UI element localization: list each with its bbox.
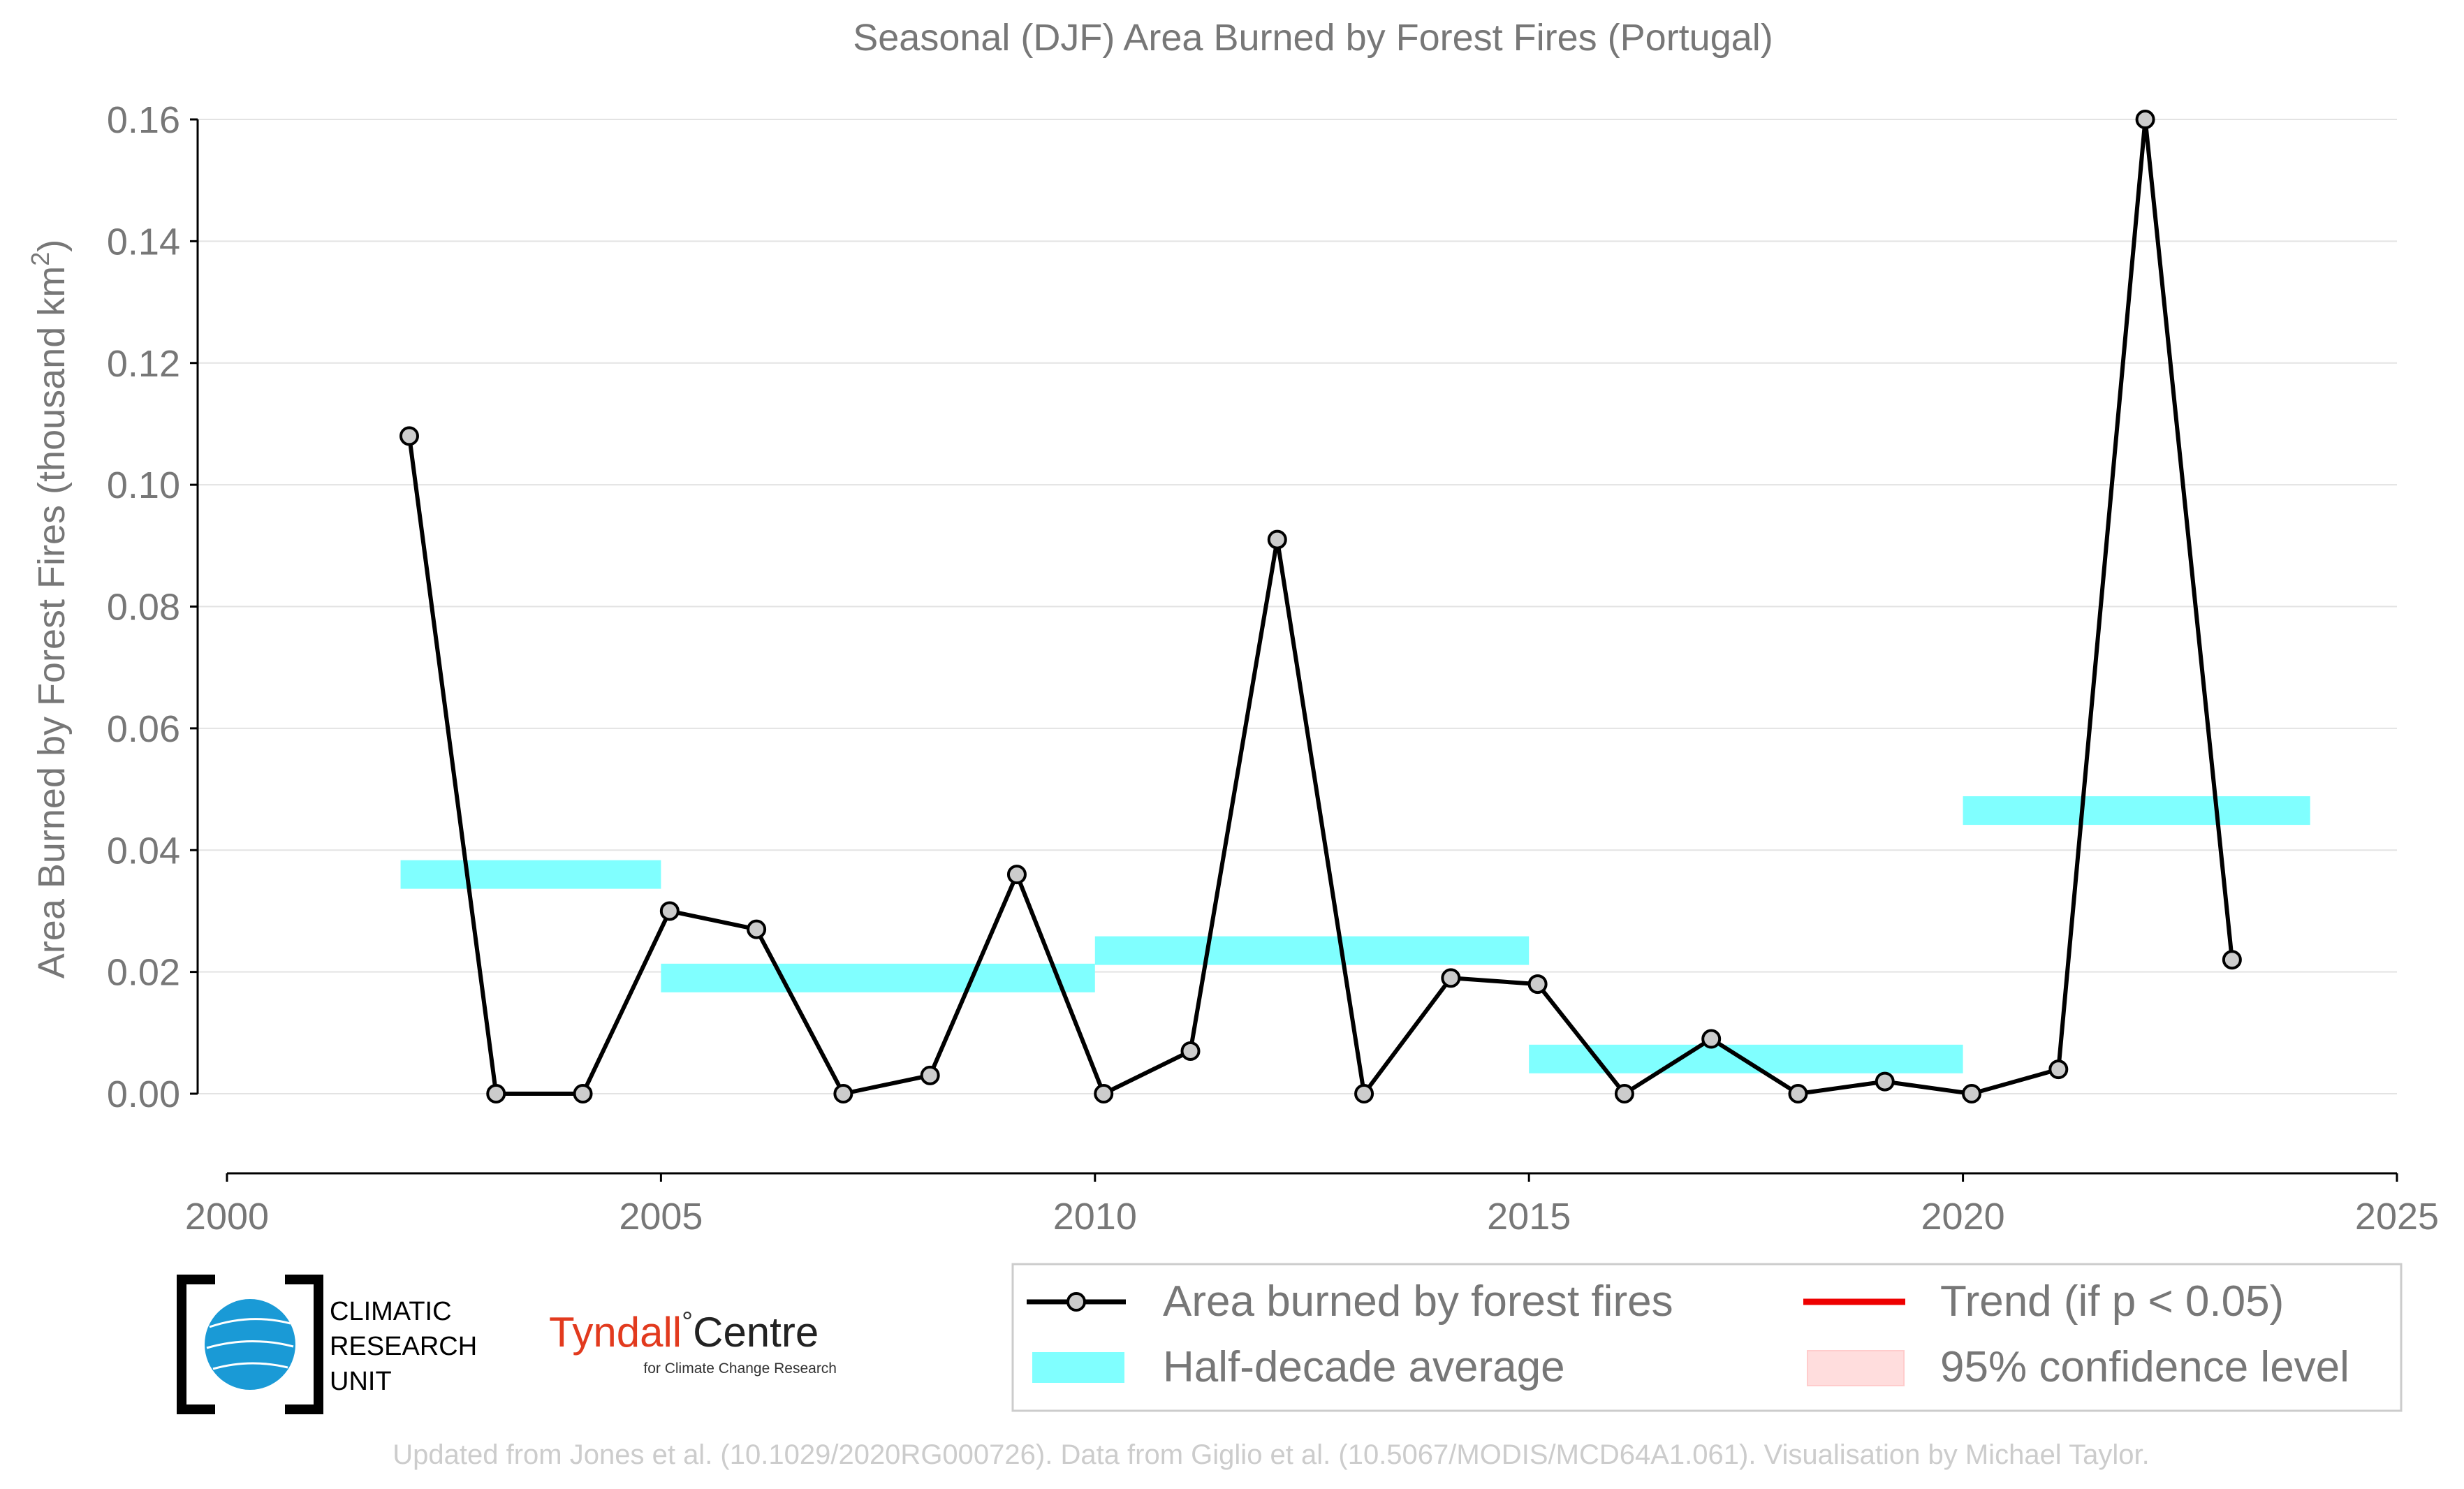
y-axis-label: Area Burned by Forest Fires (thousand km… (26, 240, 73, 978)
y-ticks: 0.00 0.02 0.04 0.06 0.08 0.10 0.12 0.14 0.16 (107, 99, 198, 1115)
y-tick-label: 0.00 (107, 1073, 180, 1115)
cru-bracket-right (285, 1275, 323, 1414)
data-point (1527, 974, 1548, 995)
data-point (1962, 1084, 1982, 1103)
series-line (407, 117, 2234, 1096)
data-point (833, 1084, 853, 1103)
data-point (486, 1084, 506, 1103)
data-point (2222, 950, 2242, 970)
y-tick-label: 0.10 (107, 464, 180, 506)
x-tick-label: 2025 (2355, 1196, 2439, 1238)
data-point (1788, 1084, 1808, 1103)
legend-avg-swatch (1032, 1352, 1124, 1383)
cru-line2: RESEARCH (330, 1332, 477, 1361)
half-decade-bar (1963, 796, 2310, 826)
legend-marker-swatch (1066, 1292, 1086, 1312)
tyndall-logo: Tyndall°Centre for Climate Change Resear… (549, 1307, 837, 1377)
legend-label-area-burned: Area burned by forest fires (1163, 1277, 1673, 1326)
data-point (1441, 968, 1461, 988)
tyndall-centre: Centre (693, 1309, 819, 1356)
x-tick-label: 2010 (1053, 1196, 1137, 1238)
y-tick-label: 0.06 (107, 708, 180, 750)
globe-lines (206, 1318, 294, 1370)
data-point (1614, 1084, 1634, 1103)
x-tick-label: 2020 (1921, 1196, 2005, 1238)
legend-label-half-decade: Half-decade average (1163, 1343, 1565, 1391)
y-tick-label: 0.08 (107, 587, 180, 629)
data-point (1354, 1084, 1374, 1103)
tyndall-wordmark: Tyndall°Centre (549, 1307, 819, 1356)
x-tick-label: 2005 (619, 1196, 703, 1238)
half-decade-average-bars (400, 796, 2310, 1073)
x-tick-label: 2015 (1487, 1196, 1571, 1238)
y-tick-label: 0.16 (107, 99, 180, 141)
data-point (1094, 1084, 1114, 1103)
data-point (1180, 1041, 1201, 1061)
tyndall-subtitle: for Climate Change Research (643, 1360, 837, 1377)
data-point (1875, 1071, 1895, 1092)
x-ticks: 2000 2005 2010 2015 2020 2025 (185, 1173, 2439, 1238)
data-point (1006, 865, 1027, 885)
chart-title: Seasonal (DJF) Area Burned by Forest Fir… (853, 17, 1773, 59)
y-tick-label: 0.12 (107, 343, 180, 385)
data-point (1267, 529, 1287, 550)
half-decade-bar (1094, 936, 1530, 965)
x-tick-label: 2000 (185, 1196, 269, 1238)
legend-label-trend: Trend (if p < 0.05) (1940, 1277, 2284, 1326)
legend-label-confidence: 95% confidence level (1940, 1343, 2349, 1391)
grid (198, 119, 2397, 1094)
data-point (399, 426, 419, 446)
cru-bracket-left (177, 1275, 215, 1414)
cru-line3: UNIT (330, 1367, 392, 1396)
data-point (1701, 1029, 1722, 1049)
data-point (920, 1065, 940, 1085)
y-axis-label-sup: 2 (26, 252, 54, 266)
data-point (2135, 110, 2155, 129)
legend: Area burned by forest fires Half-decade … (1011, 1263, 2403, 1412)
cru-line1: CLIMATIC (330, 1297, 452, 1326)
tyndall-name: Tyndall (549, 1309, 682, 1356)
legend-box (1011, 1263, 2403, 1412)
half-decade-bar (661, 963, 1095, 992)
y-axis-label-main: Area Burned by Forest Fires (thousand km (31, 266, 73, 978)
data-point (659, 901, 680, 921)
y-tick-label: 0.04 (107, 830, 180, 872)
cru-logo: CLIMATIC RESEARCH UNIT (177, 1275, 477, 1414)
footer-attribution: Updated from Jones et al. (10.1029/2020R… (393, 1439, 2149, 1470)
data-point (573, 1084, 593, 1103)
legend-confidence-swatch (1807, 1350, 1905, 1386)
y-tick-label: 0.02 (107, 952, 180, 994)
y-tick-label: 0.14 (107, 221, 180, 263)
y-axis-label-end: ) (31, 240, 73, 252)
half-decade-bar (400, 860, 661, 889)
series (399, 110, 2242, 1103)
data-point (747, 919, 767, 939)
tyndall-degree: ° (682, 1307, 693, 1337)
data-point (2048, 1059, 2069, 1080)
